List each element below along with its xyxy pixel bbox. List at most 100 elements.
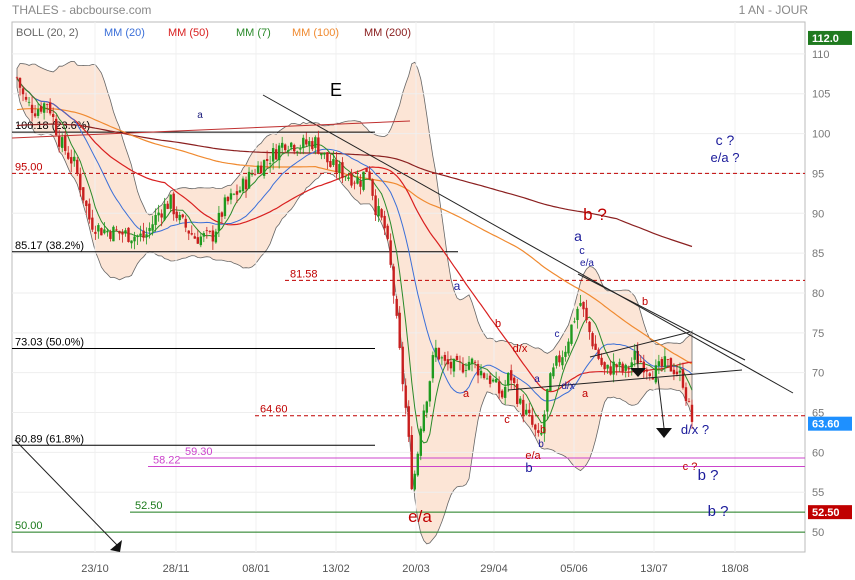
candle-body xyxy=(287,150,290,152)
legend-item: MM (50) xyxy=(168,27,209,39)
candle-body xyxy=(151,224,154,231)
candle-body xyxy=(579,303,582,306)
level-label: 52.50 xyxy=(135,500,163,512)
candle-body xyxy=(485,378,489,380)
candle-body xyxy=(42,103,46,113)
candle-body xyxy=(630,362,633,368)
candle-body xyxy=(353,182,356,184)
wave-annotation: d/x xyxy=(561,381,574,392)
arrow-head xyxy=(110,540,122,552)
wave-annotation: c xyxy=(579,245,585,257)
candle-body xyxy=(97,225,100,232)
x-tick-label: 05/06 xyxy=(560,563,588,575)
candle-body xyxy=(404,385,407,408)
plot-frame xyxy=(11,21,806,553)
candle-body xyxy=(488,375,492,384)
candle-body xyxy=(335,159,338,173)
candle-body xyxy=(36,109,40,116)
candle-body xyxy=(253,173,257,175)
candle-body xyxy=(473,361,477,363)
candle-body xyxy=(317,137,320,154)
candle-body xyxy=(338,164,341,173)
price-badge xyxy=(808,505,852,520)
candle-body xyxy=(57,135,61,147)
candle-body xyxy=(603,362,606,370)
candle-body xyxy=(624,364,627,371)
candle-body xyxy=(416,453,419,476)
arrow-line-down xyxy=(14,439,119,547)
candle-body xyxy=(639,360,642,363)
wave-annotation: d/x xyxy=(513,343,528,355)
candle-body xyxy=(311,141,314,150)
candle-body xyxy=(76,159,79,173)
candle-body xyxy=(681,369,685,388)
y-tick-label: 50 xyxy=(812,527,824,539)
candle-body xyxy=(479,370,483,376)
wave-annotation: a xyxy=(197,110,203,121)
candle-body xyxy=(513,377,516,383)
candle-body xyxy=(497,381,501,394)
y-tick-label: 100 xyxy=(812,129,830,141)
candle-body xyxy=(407,406,410,437)
candle-body xyxy=(199,236,203,246)
candle-body xyxy=(555,356,558,366)
candle-body xyxy=(73,156,76,162)
candle-body xyxy=(18,77,22,88)
candle-body xyxy=(51,114,55,118)
candle-body xyxy=(208,230,212,232)
candle-body xyxy=(344,176,347,178)
candle-body xyxy=(79,173,82,191)
candle-body xyxy=(425,401,429,413)
candle-body xyxy=(21,88,25,95)
ma50-line xyxy=(16,77,693,393)
candle-body xyxy=(588,321,591,333)
candle-body xyxy=(437,347,441,360)
candle-body xyxy=(85,200,88,207)
trendline-support xyxy=(507,369,743,391)
candle-body xyxy=(422,410,426,432)
candle-body xyxy=(277,145,281,161)
candle-body xyxy=(558,355,561,363)
candle-body xyxy=(100,228,103,236)
candle-body xyxy=(570,324,573,344)
candle-body xyxy=(449,361,453,369)
candle-body xyxy=(615,364,618,368)
candle-body xyxy=(663,356,667,368)
wave-annotation: a xyxy=(454,279,461,293)
y-tick-label: 80 xyxy=(812,288,824,300)
wave-annotation: E xyxy=(330,80,342,100)
candle-body xyxy=(341,162,344,178)
x-tick-label: 13/02 xyxy=(322,563,350,575)
level-label: 73.03 (50.0%) xyxy=(15,337,84,349)
candle-body xyxy=(54,118,58,136)
candle-body xyxy=(621,363,624,372)
level-label: 60.89 (61.8%) xyxy=(15,433,84,445)
candle-body xyxy=(528,409,531,414)
candle-body xyxy=(392,266,395,296)
candle-body xyxy=(299,148,302,150)
candle-body xyxy=(666,359,670,360)
candle-body xyxy=(290,142,293,148)
candle-body xyxy=(323,152,326,155)
candle-body xyxy=(594,343,597,350)
wave-annotation: a xyxy=(534,374,540,385)
x-tick-label: 13/07 xyxy=(640,563,668,575)
candle-body xyxy=(67,152,70,159)
wave-annotation: c ? xyxy=(716,132,735,148)
candle-body xyxy=(446,359,450,365)
price-badge-label: 52.50 xyxy=(812,507,840,519)
x-tick-label: 23/10 xyxy=(81,563,109,575)
candle-body xyxy=(184,218,187,228)
candle-body xyxy=(543,414,546,434)
arrow-line-3 xyxy=(636,344,639,369)
y-tick-label: 70 xyxy=(812,368,824,380)
wave-annotation: a xyxy=(574,228,582,244)
x-tick-label: 29/04 xyxy=(480,563,508,575)
candle-body xyxy=(564,351,567,357)
candle-body xyxy=(687,401,691,403)
y-tick-label: 95 xyxy=(812,168,824,180)
trendline-red xyxy=(11,120,411,139)
y-tick-label: 60 xyxy=(812,447,824,459)
candle-body xyxy=(283,144,287,151)
